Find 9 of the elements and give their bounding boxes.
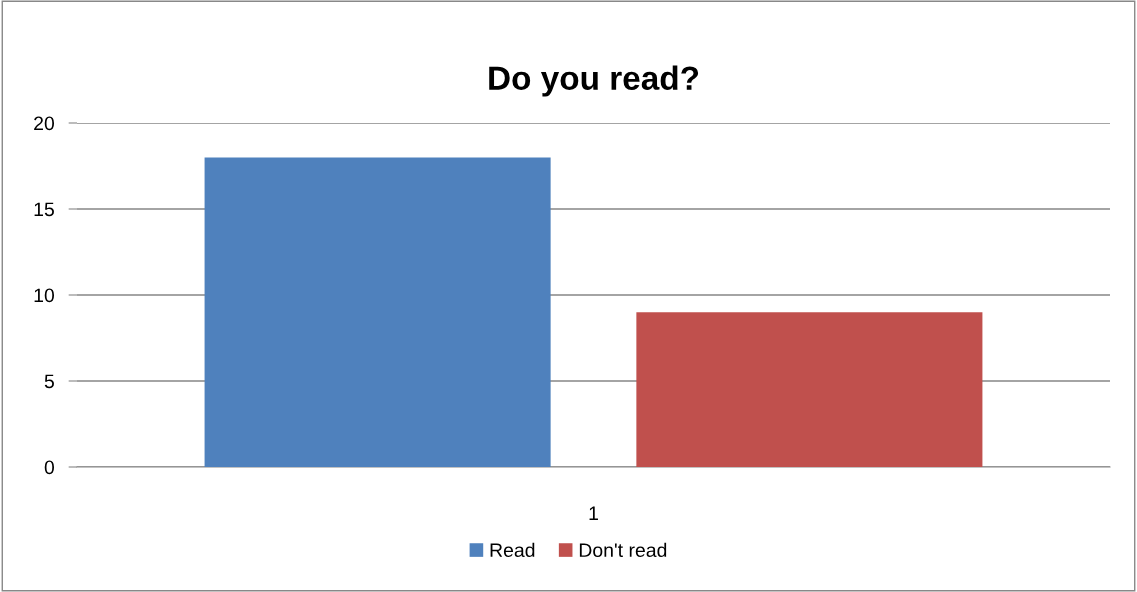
x-tick-label: 1 [589, 506, 598, 520]
y-tick-label: 15 [34, 202, 54, 217]
y-tick-label: 10 [34, 288, 55, 303]
legend-label: Don't read [579, 542, 667, 558]
legend-label: Read [490, 542, 535, 558]
y-tick-label: 20 [34, 116, 55, 131]
y-tick-label: 5 [44, 374, 54, 389]
chart-title: Do you read? [489, 65, 699, 97]
y-tick-label: 0 [44, 460, 55, 475]
